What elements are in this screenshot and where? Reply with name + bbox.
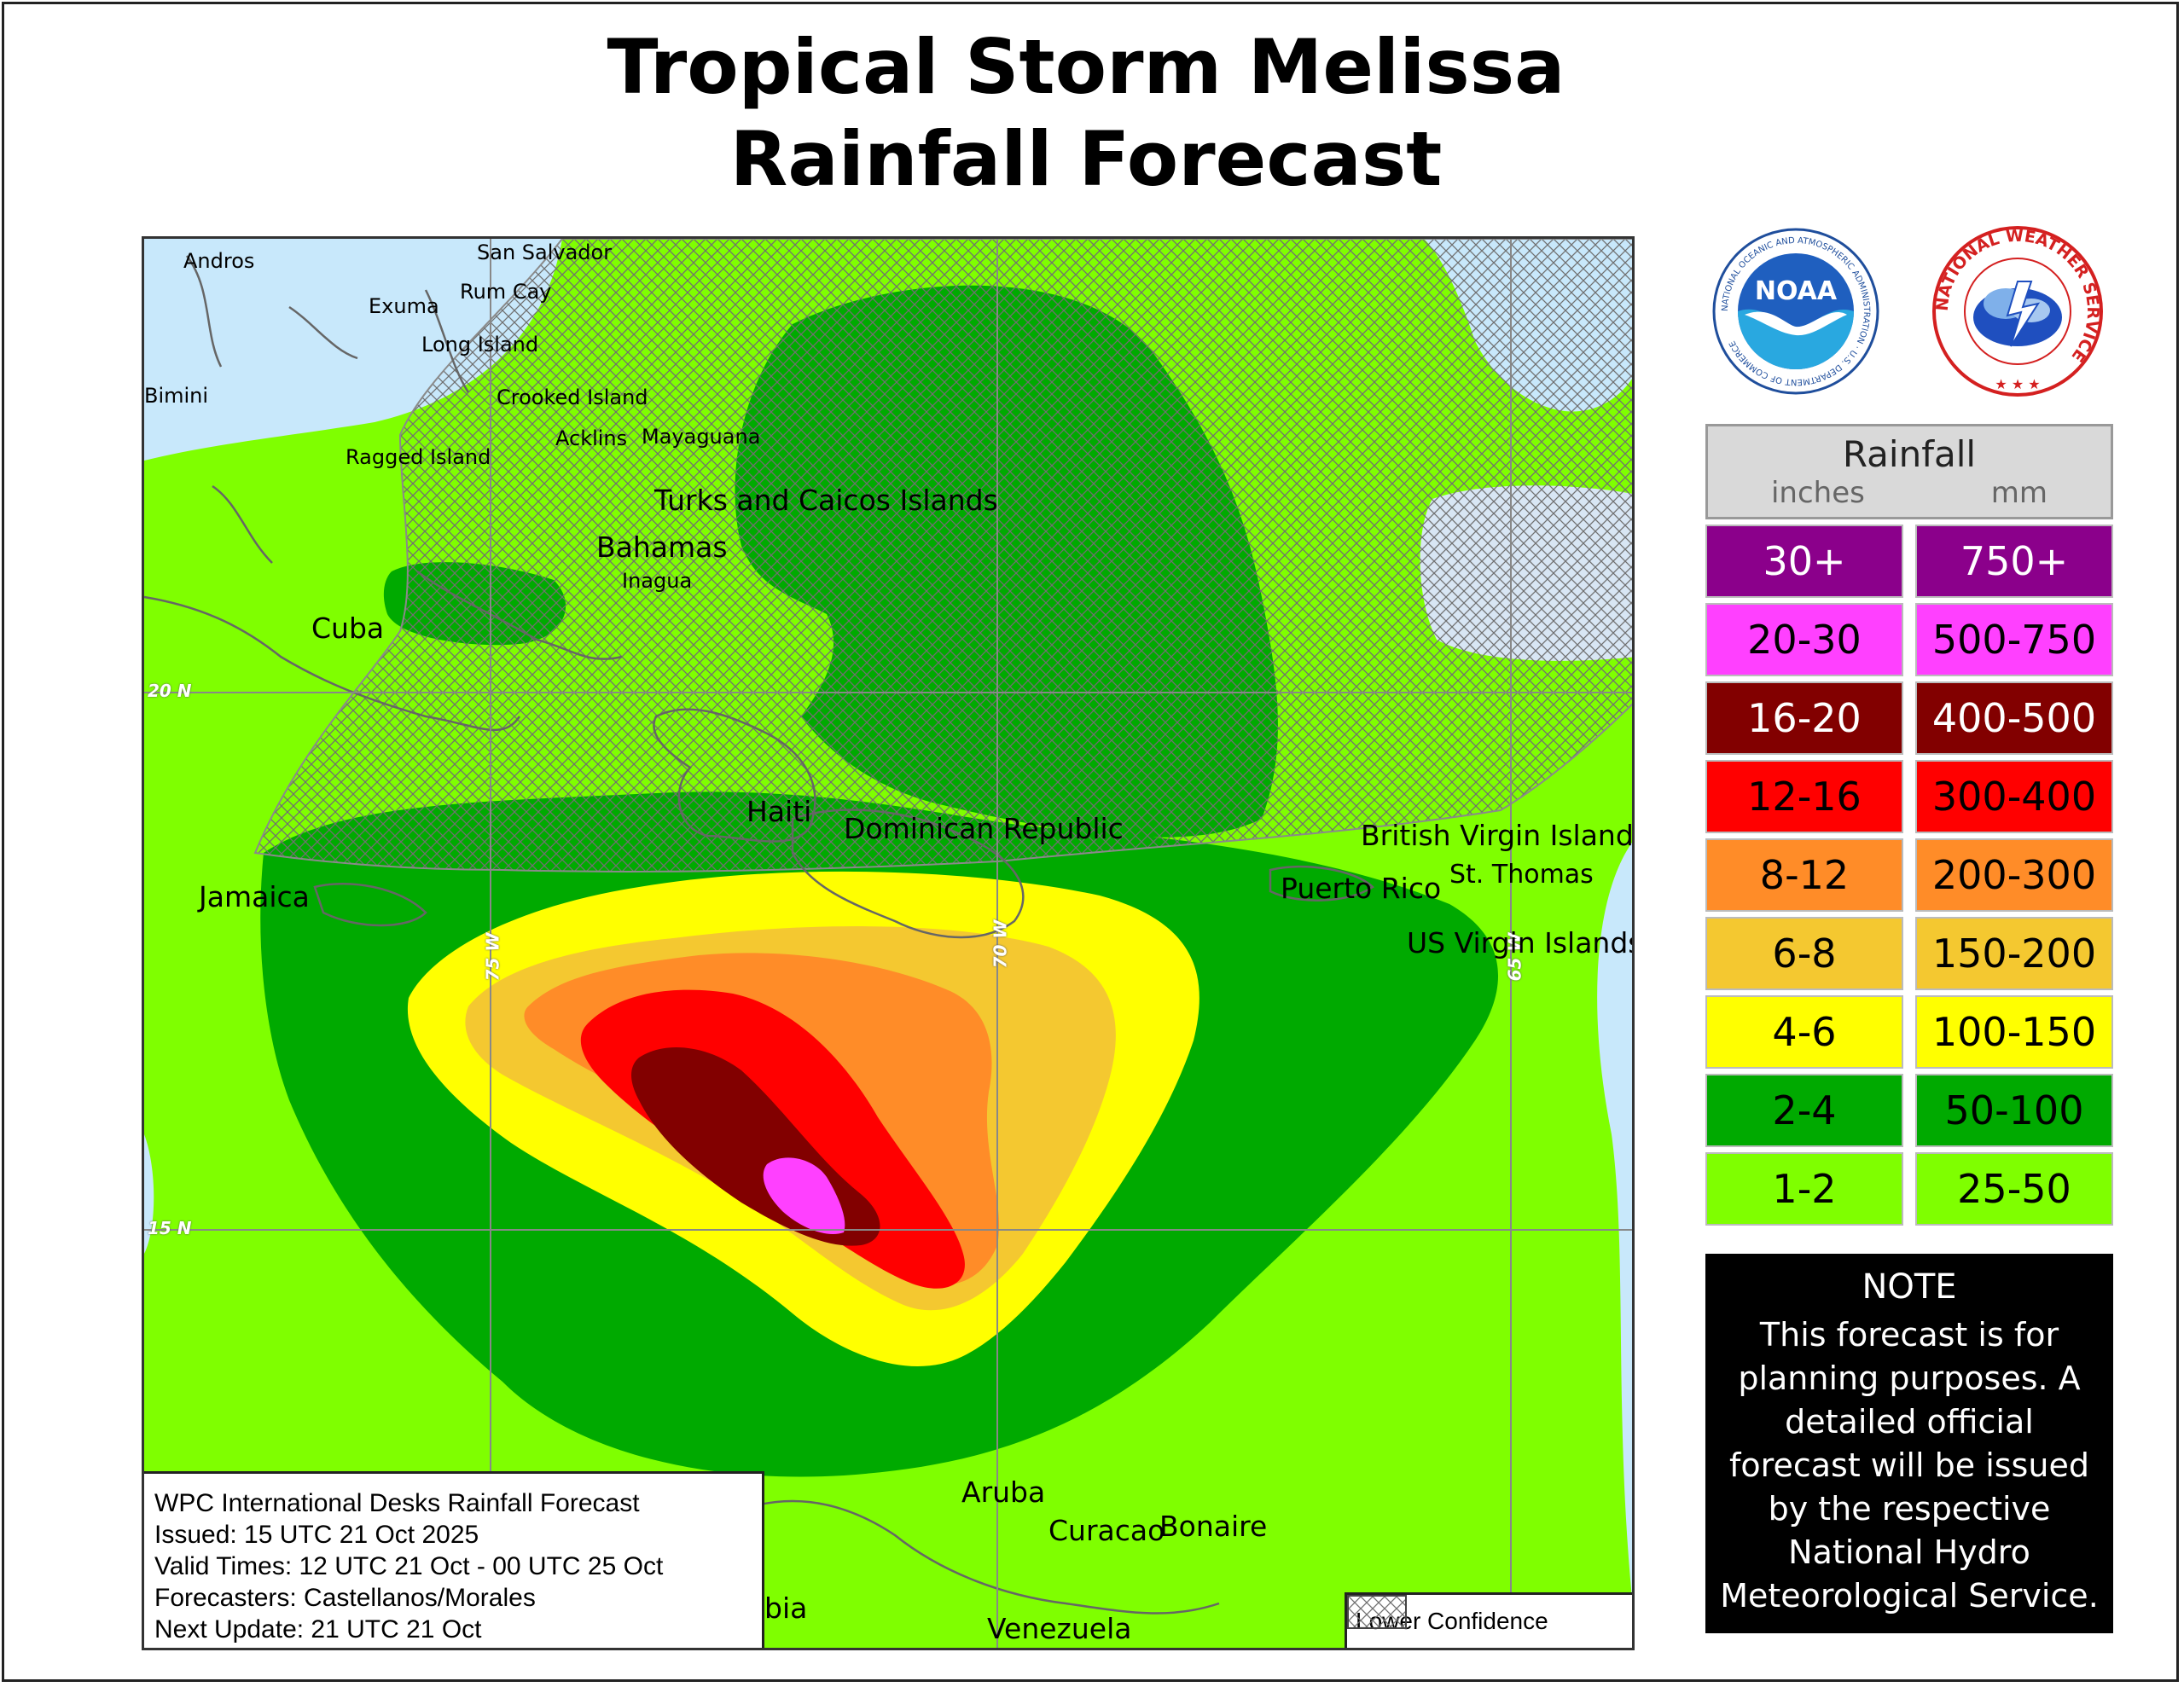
legend-row: 1-2 25-50	[1705, 1152, 2113, 1226]
legend-row: 16-20 400-500	[1705, 681, 2113, 755]
place-puerto-rico: Puerto Rico	[1281, 872, 1442, 905]
place-ragged-island: Ragged Island	[346, 445, 491, 469]
place-venezuela: Venezuela	[987, 1612, 1132, 1645]
info-valid-times: Valid Times: 12 UTC 21 Oct - 00 UTC 25 O…	[154, 1552, 664, 1580]
info-next-update: Next Update: 21 UTC 21 Oct	[154, 1615, 482, 1644]
legend-cell-mm: 25-50	[1915, 1152, 2113, 1226]
place-british-virgin-islands: British Virgin Islands	[1361, 819, 1635, 852]
legend-units: inches mm	[1708, 476, 2111, 510]
ocean-left-edge	[144, 1134, 154, 1254]
place-curacao: Curacao	[1048, 1514, 1165, 1547]
title-line-2: Rainfall Forecast	[729, 115, 1443, 203]
ocean-east-edge	[1597, 842, 1632, 1598]
svg-text:★ ★ ★: ★ ★ ★	[1995, 376, 2040, 392]
map-canvas	[144, 239, 1632, 1648]
info-issued: Issued: 15 UTC 21 Oct 2025	[154, 1521, 479, 1549]
note-text: This forecast is for planning purposes. …	[1720, 1316, 2099, 1615]
graticule	[144, 239, 1632, 1648]
place-us-virgin-islands: US Virgin Islands	[1407, 926, 1635, 959]
place-rum-cay: Rum Cay	[460, 280, 552, 304]
place-acklins: Acklins	[555, 426, 628, 450]
legend-cell-mm: 750+	[1915, 525, 2113, 598]
legend-title: Rainfall	[1842, 433, 1977, 475]
ocean-north-west	[144, 239, 562, 461]
legend-cell-mm: 400-500	[1915, 681, 2113, 755]
legend-cell-inches: 2-4	[1705, 1074, 1903, 1147]
place-inagua: Inagua	[622, 569, 693, 593]
rainfall-legend: Rainfall inches mm 30+ 750+ 20-30 500-750 16…	[1705, 424, 2113, 1226]
place-crooked-island: Crooked Island	[497, 386, 648, 409]
band-20-30	[763, 1157, 845, 1235]
legend-cell-mm: 50-100	[1915, 1074, 2113, 1147]
forecast-info-box: WPC International Desks Rainfall Forecas…	[144, 1471, 764, 1648]
legend-cell-inches: 16-20	[1705, 681, 1903, 755]
place-bonaire: Bonaire	[1159, 1510, 1268, 1543]
grid-label-lon-70: 70 W	[990, 919, 1011, 969]
lower-confidence-legend: Lower Confidence	[1345, 1592, 1632, 1648]
place-aruba: Aruba	[961, 1475, 1046, 1509]
noaa-logo: NATIONAL OCEANIC AND ATMOSPHERIC ADMINIS…	[1712, 228, 1879, 395]
title-line-1: Tropical Storm Melissa	[607, 23, 1565, 111]
place-jamaica: Jamaica	[199, 880, 310, 913]
grid-label-lat-20: 20 N	[148, 681, 192, 701]
info-forecasters: Forecasters: Castellanos/Morales	[154, 1584, 536, 1612]
legend-cell-inches: 12-16	[1705, 760, 1903, 833]
legend-cell-mm: 150-200	[1915, 917, 2113, 990]
legend-cell-mm: 200-300	[1915, 838, 2113, 912]
legend-unit-inches: inches	[1770, 476, 1865, 510]
legend-cell-inches: 30+	[1705, 525, 1903, 598]
legend-cell-inches: 8-12	[1705, 838, 1903, 912]
legend-row: 2-4 50-100	[1705, 1074, 2113, 1147]
legend-unit-mm: mm	[1990, 476, 2048, 510]
place-exuma: Exuma	[369, 294, 439, 318]
legend-cell-inches: 20-30	[1705, 603, 1903, 676]
place-san-salvador: San Salvador	[477, 241, 613, 264]
place-colombia-partial: bia	[764, 1591, 808, 1625]
page-title: Tropical Storm Melissa Rainfall Forecast	[0, 21, 2172, 206]
legend-row: 12-16 300-400	[1705, 760, 2113, 833]
place-bahamas: Bahamas	[596, 530, 728, 564]
legend-row: 6-8 150-200	[1705, 917, 2113, 990]
nws-logo: NATIONAL WEATHER SERVICE ★ ★ ★	[1932, 226, 2103, 397]
place-long-island: Long Island	[421, 333, 539, 357]
lower-confidence-area	[253, 239, 1632, 872]
legend-row: 30+ 750+	[1705, 525, 2113, 598]
legend-cell-inches: 1-2	[1705, 1152, 1903, 1226]
legend-header: Rainfall inches mm	[1705, 424, 2113, 519]
note-box: NOTE This forecast is for planning purpo…	[1705, 1254, 2113, 1633]
place-andros: Andros	[183, 249, 255, 273]
place-dominican-republic: Dominican Republic	[844, 812, 1124, 845]
legend-cell-inches: 4-6	[1705, 995, 1903, 1069]
grid-label-lat-15: 15 N	[148, 1218, 192, 1238]
rainfall-map: 20 N 15 N 75 W 70 W 65 W Andros San Salv…	[142, 236, 1635, 1650]
lower-confidence-swatch	[1347, 1595, 1407, 1629]
legend-cell-mm: 100-150	[1915, 995, 2113, 1069]
place-haiti: Haiti	[746, 795, 812, 828]
legend-rows: 30+ 750+ 20-30 500-750 16-20 400-500 12-16 300-…	[1705, 525, 2113, 1226]
noaa-text: NOAA	[1755, 276, 1838, 306]
note-title: NOTE	[1862, 1267, 1957, 1307]
legend-cell-inches: 6-8	[1705, 917, 1903, 990]
legend-row: 8-12 200-300	[1705, 838, 2113, 912]
grid-label-lon-75: 75 W	[482, 932, 503, 982]
place-st-thomas: St. Thomas	[1449, 860, 1594, 890]
info-source: WPC International Desks Rainfall Forecas…	[154, 1489, 640, 1517]
agency-logos: NATIONAL OCEANIC AND ATMOSPHERIC ADMINIS…	[1706, 226, 2107, 397]
place-bimini: Bimini	[144, 384, 209, 408]
place-turks-caicos: Turks and Caicos Islands	[654, 484, 998, 517]
place-cuba: Cuba	[311, 612, 385, 645]
legend-row: 20-30 500-750	[1705, 603, 2113, 676]
legend-cell-mm: 500-750	[1915, 603, 2113, 676]
legend-cell-mm: 300-400	[1915, 760, 2113, 833]
legend-row: 4-6 100-150	[1705, 995, 2113, 1069]
place-mayaguana: Mayaguana	[642, 425, 761, 449]
